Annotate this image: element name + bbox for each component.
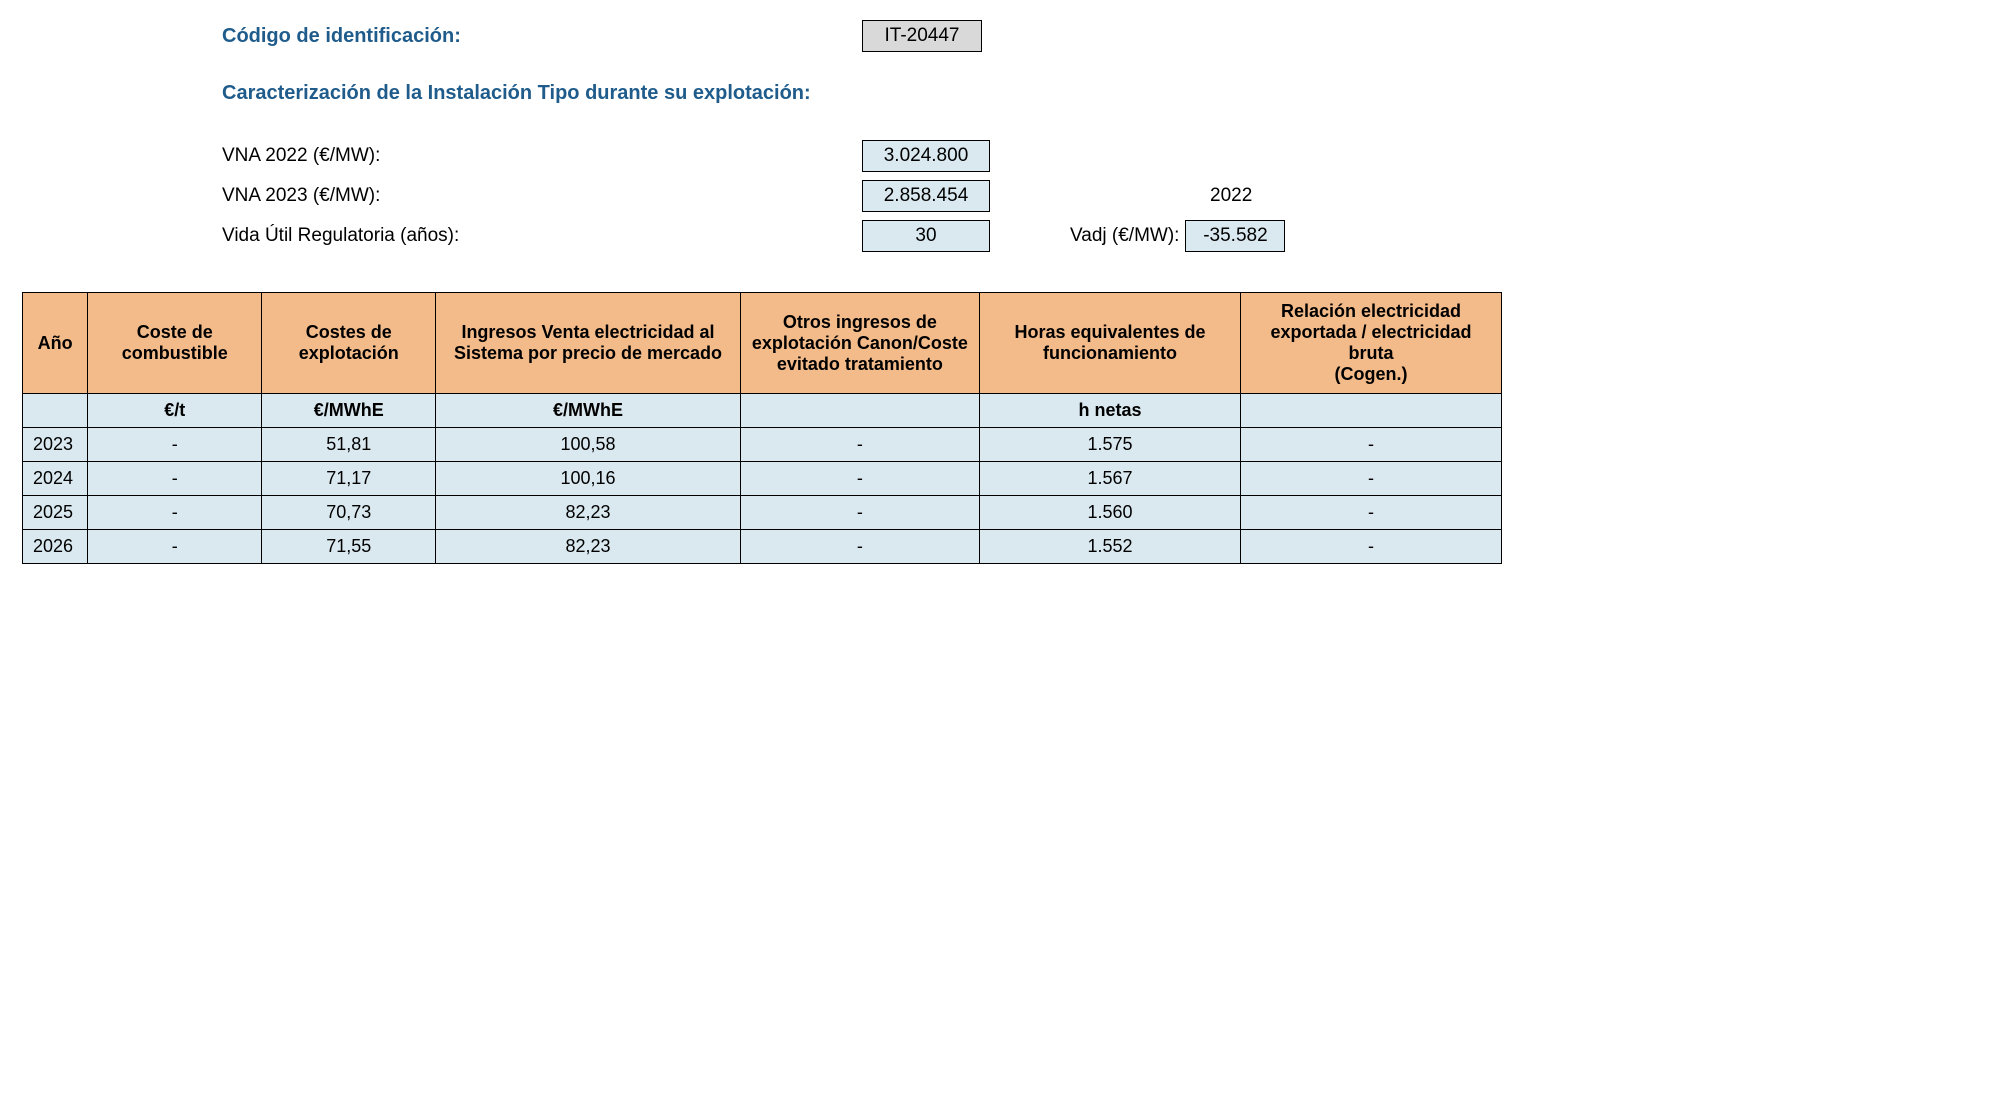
cell-relacion: - bbox=[1241, 428, 1502, 462]
cell-ingresos: 82,23 bbox=[436, 496, 741, 530]
cell-explot: 70,73 bbox=[262, 496, 436, 530]
unit-relacion bbox=[1241, 394, 1502, 428]
cell-explot: 71,55 bbox=[262, 530, 436, 564]
cell-otros: - bbox=[740, 530, 979, 564]
table-row: 2023-51,81100,58-1.575- bbox=[23, 428, 1502, 462]
unit-fuel: €/t bbox=[88, 394, 262, 428]
header-section: Código de identificación: IT-20447 Carac… bbox=[222, 20, 1978, 252]
th-explot: Costes de explotación bbox=[262, 293, 436, 394]
vna2022-label: VNA 2022 (€/MW): bbox=[222, 145, 862, 167]
table-body: €/t €/MWhE €/MWhE h netas 2023-51,81100,… bbox=[23, 394, 1502, 564]
vna2022-row: VNA 2022 (€/MW): 3.024.800 bbox=[222, 140, 1978, 172]
th-otros: Otros ingresos de explotación Canon/Cost… bbox=[740, 293, 979, 394]
vna2023-value: 2.858.454 bbox=[862, 180, 990, 212]
th-horas: Horas equivalentes de funcionamiento bbox=[980, 293, 1241, 394]
table-row: 2026-71,5582,23-1.552- bbox=[23, 530, 1502, 564]
vna2023-row: VNA 2023 (€/MW): 2.858.454 2022 bbox=[222, 180, 1978, 212]
id-label: Código de identificación: bbox=[222, 25, 862, 48]
cell-relacion: - bbox=[1241, 496, 1502, 530]
th-relacion: Relación electricidad exportada / electr… bbox=[1241, 293, 1502, 394]
vna2023-label: VNA 2023 (€/MW): bbox=[222, 185, 862, 207]
th-fuel: Coste de combustible bbox=[88, 293, 262, 394]
cell-otros: - bbox=[740, 428, 979, 462]
th-year: Año bbox=[23, 293, 88, 394]
unit-horas: h netas bbox=[980, 394, 1241, 428]
unit-year bbox=[23, 394, 88, 428]
cell-explot: 71,17 bbox=[262, 462, 436, 496]
cell-otros: - bbox=[740, 462, 979, 496]
cell-relacion: - bbox=[1241, 530, 1502, 564]
vadj-label: Vadj (€/MW): bbox=[1070, 225, 1179, 247]
cell-year: 2024 bbox=[23, 462, 88, 496]
cell-fuel: - bbox=[88, 428, 262, 462]
table-row: 2025-70,7382,23-1.560- bbox=[23, 496, 1502, 530]
data-table: Año Coste de combustible Costes de explo… bbox=[22, 292, 1502, 564]
th-relacion-line1: Relación electricidad exportada / electr… bbox=[1270, 301, 1471, 363]
vna2022-value: 3.024.800 bbox=[862, 140, 990, 172]
params-block: VNA 2022 (€/MW): 3.024.800 VNA 2023 (€/M… bbox=[222, 140, 1978, 252]
cell-horas: 1.560 bbox=[980, 496, 1241, 530]
table-header-row: Año Coste de combustible Costes de explo… bbox=[23, 293, 1502, 394]
cell-explot: 51,81 bbox=[262, 428, 436, 462]
cell-ingresos: 100,16 bbox=[436, 462, 741, 496]
unit-explot: €/MWhE bbox=[262, 394, 436, 428]
cell-horas: 1.575 bbox=[980, 428, 1241, 462]
unit-otros bbox=[740, 394, 979, 428]
cell-fuel: - bbox=[88, 462, 262, 496]
cell-otros: - bbox=[740, 496, 979, 530]
table-row: 2024-71,17100,16-1.567- bbox=[23, 462, 1502, 496]
vida-value: 30 bbox=[862, 220, 990, 252]
cell-fuel: - bbox=[88, 530, 262, 564]
cell-ingresos: 100,58 bbox=[436, 428, 741, 462]
cell-relacion: - bbox=[1241, 462, 1502, 496]
th-relacion-line2: (Cogen.) bbox=[1335, 364, 1408, 384]
vadj-value: -35.582 bbox=[1185, 220, 1285, 252]
year-text: 2022 bbox=[1210, 185, 1252, 207]
subtitle: Caracterización de la Instalación Tipo d… bbox=[222, 82, 1978, 105]
th-ingresos: Ingresos Venta electricidad al Sistema p… bbox=[436, 293, 741, 394]
id-row: Código de identificación: IT-20447 bbox=[222, 20, 1978, 52]
units-row: €/t €/MWhE €/MWhE h netas bbox=[23, 394, 1502, 428]
vida-row: Vida Útil Regulatoria (años): 30 Vadj (€… bbox=[222, 220, 1978, 252]
cell-year: 2026 bbox=[23, 530, 88, 564]
cell-year: 2023 bbox=[23, 428, 88, 462]
id-value-box: IT-20447 bbox=[862, 20, 982, 52]
cell-year: 2025 bbox=[23, 496, 88, 530]
cell-ingresos: 82,23 bbox=[436, 530, 741, 564]
cell-horas: 1.552 bbox=[980, 530, 1241, 564]
unit-ingresos: €/MWhE bbox=[436, 394, 741, 428]
cell-horas: 1.567 bbox=[980, 462, 1241, 496]
vida-label: Vida Útil Regulatoria (años): bbox=[222, 225, 862, 247]
cell-fuel: - bbox=[88, 496, 262, 530]
